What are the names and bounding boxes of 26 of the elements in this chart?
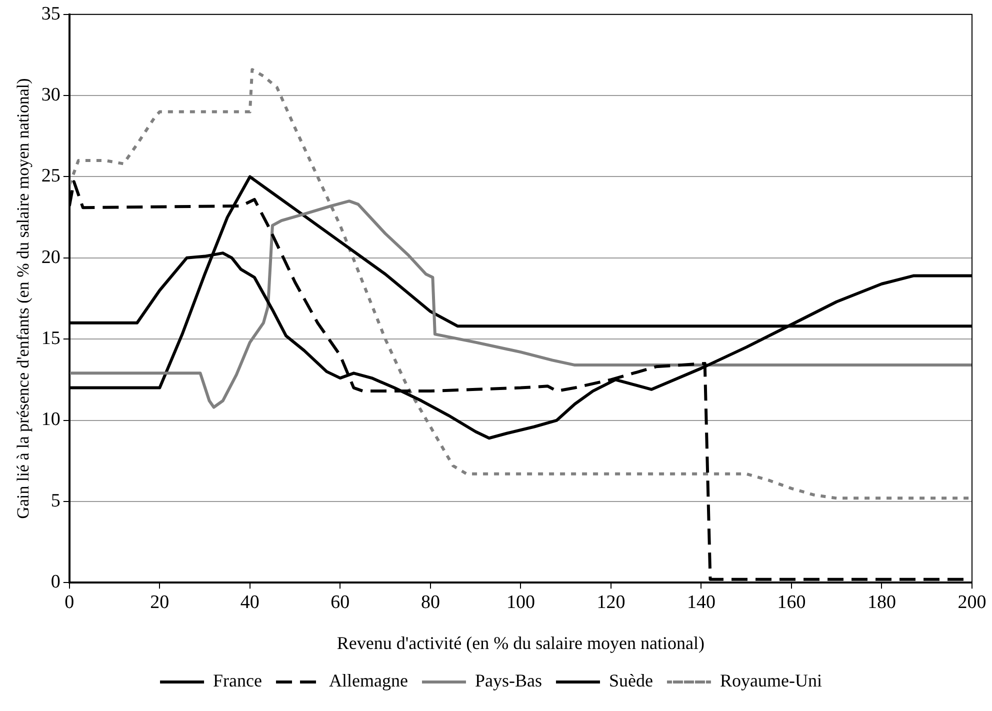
legend-label: Pays-Bas [474,670,542,691]
y-tick-label: 35 [41,3,60,24]
x-tick-label: 100 [506,592,535,613]
x-tick-label: 40 [240,592,260,613]
y-tick-label: 5 [50,490,60,512]
y-tick-label: 25 [41,166,60,187]
x-axis-title: Revenu d'activité (en % du salaire moyen national) [336,632,705,653]
x-tick-label: 20 [150,592,170,613]
legend-label: Suède [608,670,653,691]
x-tick-label: 60 [330,592,350,613]
y-tick-label: 0 [50,572,60,593]
y-tick-label: 15 [41,328,60,350]
legend-label: France [213,670,262,691]
y-tick-label: 10 [41,409,60,430]
x-tick-label: 180 [867,592,896,613]
x-tick-label: 120 [596,592,626,613]
x-tick-label: 80 [420,592,440,613]
legend-label: Allemagne [329,670,408,691]
x-tick-label: 0 [64,592,74,613]
x-tick-label: 160 [777,592,806,613]
x-tick-label: 140 [686,592,716,613]
y-tick-label: 20 [41,246,60,268]
y-axis-title: Gain lié à la présence d'enfants (en % du salaire moyen national) [14,78,33,519]
x-tick-label: 200 [958,592,986,613]
legend-label: Royaume-Uni [720,670,822,691]
y-tick-label: 30 [41,84,60,106]
